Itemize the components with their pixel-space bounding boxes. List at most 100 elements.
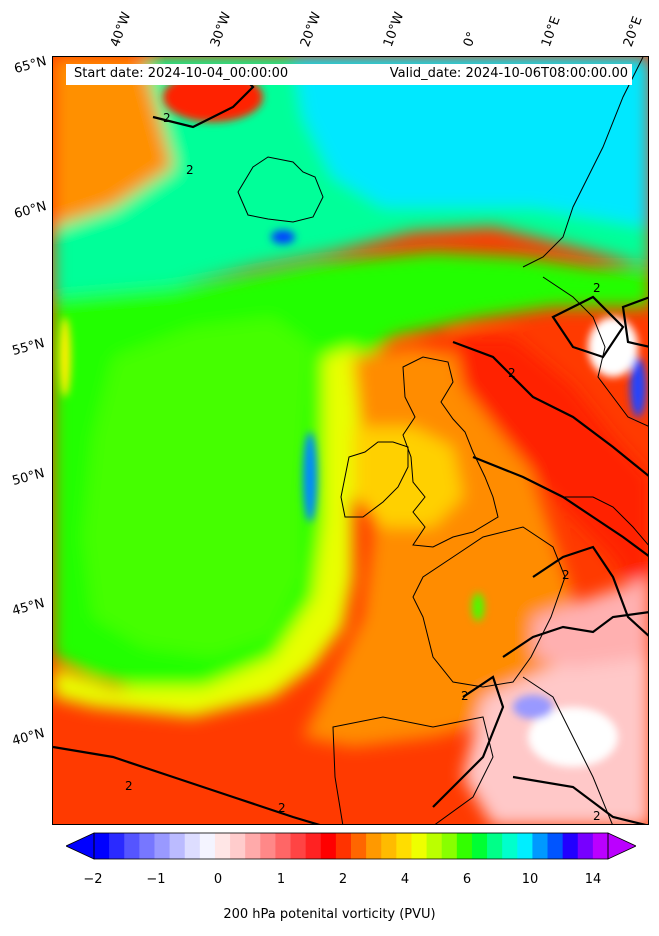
- colorbar: [66, 832, 636, 860]
- colorbar-cell: [109, 833, 125, 859]
- contour-label-9: 2: [278, 801, 286, 815]
- britain-coast: [402, 356, 499, 548]
- date-header: Start date: 2024-10-04_00:00:00 Valid_da…: [66, 64, 632, 85]
- ireland-coast: [340, 441, 409, 518]
- pv-field: 2 2 2 2 2 2 2 2 2: [53, 57, 648, 824]
- colorbar-min-arrow: [66, 832, 95, 860]
- colorbar-cell: [532, 833, 549, 859]
- contour-loop-2: [621, 296, 648, 348]
- cb-tick-7: 10: [521, 872, 539, 887]
- contour-south-2: [432, 675, 505, 808]
- colorbar-cell: [139, 833, 156, 859]
- lon-label-10e: 10°E: [538, 14, 564, 50]
- cb-tick-6: 6: [462, 872, 472, 887]
- iberia-coast: [332, 716, 494, 824]
- colorbar-cell: [547, 833, 564, 859]
- lat-label-50n: 50°N: [10, 466, 47, 489]
- contour-loop-1: [551, 295, 625, 359]
- cb-tick-0: −2: [83, 872, 103, 887]
- colorbar-cell: [199, 833, 216, 859]
- lon-label-10w: 10°W: [380, 10, 408, 49]
- colorbar-cell: [471, 833, 488, 859]
- pv-yellow-edge: [53, 347, 373, 717]
- pv-yellow-ireland: [353, 427, 463, 527]
- cb-tick-3: 1: [276, 872, 286, 887]
- colorbar-cell: [577, 833, 594, 859]
- colorbar-cell: [169, 833, 186, 859]
- lon-label-40w: 40°W: [107, 10, 135, 49]
- lat-label-45n: 45°N: [10, 596, 47, 619]
- colorbar-cell: [351, 833, 367, 859]
- colorbar-cell: [592, 833, 609, 859]
- contour-label-3: 2: [508, 366, 516, 380]
- colorbar-cell: [124, 833, 140, 859]
- colorbar-cell: [335, 833, 352, 859]
- colorbar-cell: [517, 833, 534, 859]
- coastlines: [237, 57, 648, 824]
- lon-label-20e: 20°E: [620, 14, 646, 50]
- lat-label-65n: 65°N: [12, 54, 49, 77]
- pv-cyan-band: [293, 57, 648, 227]
- pv-pink-mid: [533, 577, 648, 667]
- pv-2-contours: [53, 66, 648, 824]
- contour-south-3: [512, 775, 647, 824]
- contour-label-2: 2: [186, 163, 194, 177]
- contour-label-1: 2: [163, 111, 171, 125]
- pv-green-core: [83, 317, 313, 657]
- contour-south-1: [502, 611, 648, 658]
- colorbar-cell: [94, 833, 110, 859]
- colorbar-cells: [94, 833, 609, 859]
- cb-tick-8: 14: [584, 872, 602, 887]
- colorbar-cell: [214, 833, 231, 859]
- contour-label-6: 2: [125, 779, 133, 793]
- contour-label-5: 2: [461, 689, 469, 703]
- colorbar-cell: [245, 833, 261, 859]
- colorbar-max-arrow: [607, 832, 636, 860]
- pv-blue-spot: [271, 230, 295, 244]
- france-coast: [412, 526, 566, 688]
- colorbar-cell: [154, 833, 171, 859]
- lat-label-55n: 55°N: [10, 336, 47, 359]
- contour-labels: 2 2 2 2 2 2 2 2 2: [125, 111, 601, 823]
- lat-label-60n: 60°N: [12, 199, 49, 222]
- colorbar-cell: [502, 833, 518, 859]
- colorbar-cell: [366, 833, 382, 859]
- colorbar-cell: [290, 833, 307, 859]
- colorbar-frame: [93, 832, 609, 860]
- colorbar-cell: [260, 833, 277, 859]
- colorbar-cell: [487, 833, 503, 859]
- pv-blue-patch: [513, 695, 553, 719]
- contour-east-1: [452, 340, 648, 477]
- pv-red-east: [453, 337, 648, 614]
- colorbar-cell: [426, 833, 443, 859]
- start-date-text: Start date: 2024-10-04_00:00:00: [74, 66, 289, 81]
- contour-east-2: [472, 455, 648, 557]
- colorbar-cell: [184, 833, 201, 859]
- colorbar-cell: [275, 833, 292, 859]
- contour-label-4: 2: [593, 281, 601, 295]
- cb-tick-2: 0: [213, 872, 223, 887]
- colorbar-cell: [320, 833, 337, 859]
- pv-blue-east: [630, 357, 646, 417]
- pv-green-spot: [472, 593, 484, 621]
- colorbar-cell: [381, 833, 397, 859]
- scandinavia-coast: [542, 276, 648, 427]
- lon-label-20w: 20°W: [297, 10, 325, 49]
- lon-label-0: 0°: [460, 29, 481, 49]
- colorbar-cell: [456, 833, 473, 859]
- lat-label-40n: 40°N: [10, 726, 47, 749]
- baltic-coast: [563, 496, 648, 546]
- italy-coast: [522, 676, 613, 824]
- cb-tick-4: 2: [338, 872, 348, 887]
- colorbar-label: 200 hPa potenital vorticity (PVU): [223, 907, 436, 922]
- pv-map: 2 2 2 2 2 2 2 2 2: [52, 56, 649, 825]
- pv-yellow-streak: [59, 317, 71, 397]
- pv-white-spot: [588, 317, 638, 377]
- colorbar-cell: [305, 833, 322, 859]
- contour-southwest: [53, 745, 321, 824]
- contour-label-7: 2: [562, 568, 570, 582]
- colorbar-cell: [441, 833, 458, 859]
- colorbar-cell: [230, 833, 246, 859]
- lon-label-30w: 30°W: [207, 10, 235, 49]
- pv-blue-streak: [303, 432, 317, 522]
